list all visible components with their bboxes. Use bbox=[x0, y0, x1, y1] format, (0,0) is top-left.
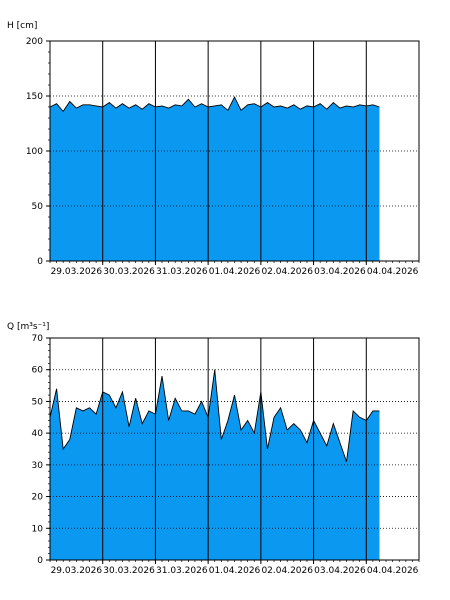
y-tick-label: 30 bbox=[32, 461, 44, 471]
series-area bbox=[50, 369, 380, 560]
series-line bbox=[49, 96, 380, 113]
x-tick-label: 31.03.2026 bbox=[156, 267, 208, 277]
y-tick-label: 40 bbox=[32, 429, 44, 439]
x-tick-label: 01.04.2026 bbox=[209, 566, 261, 576]
series-line bbox=[49, 369, 380, 462]
x-tick-label: 30.03.2026 bbox=[103, 566, 155, 576]
y-axis-label: Q [m³s⁻¹] bbox=[7, 322, 49, 332]
y-tick-label: 0 bbox=[37, 556, 43, 566]
plot-frame bbox=[49, 337, 420, 561]
water-level-chart: 0 50 100 150 200 29.03.2026 30.03.2026 31.03.20… bbox=[7, 21, 420, 277]
y-tick-label: 150 bbox=[26, 92, 43, 102]
x-tick-label: 04.04.2026 bbox=[367, 267, 419, 277]
y-tick-label: 60 bbox=[32, 366, 44, 376]
x-tick-label: 01.04.2026 bbox=[209, 267, 261, 277]
series-area bbox=[50, 97, 380, 261]
y-tick-label: 200 bbox=[26, 37, 43, 47]
y-tick-label: 10 bbox=[32, 524, 44, 534]
x-tick-label: 30.03.2026 bbox=[103, 267, 155, 277]
x-tick-label: 29.03.2026 bbox=[51, 566, 103, 576]
x-tick-label: 03.04.2026 bbox=[314, 267, 366, 277]
y-tick-label: 20 bbox=[32, 493, 44, 503]
y-axis-label: H [cm] bbox=[7, 21, 37, 31]
plot-frame bbox=[49, 40, 420, 262]
x-tick-label: 03.04.2026 bbox=[314, 566, 366, 576]
x-tick-label: 02.04.2026 bbox=[261, 566, 313, 576]
y-tick-label: 50 bbox=[32, 397, 44, 407]
x-tick-label: 29.03.2026 bbox=[51, 267, 103, 277]
y-tick-label: 0 bbox=[37, 257, 43, 267]
y-tick-label: 70 bbox=[32, 334, 44, 344]
discharge-chart: 0 10 20 30 40 50 60 70 29.03.2026 30.03.2026 31.03… bbox=[7, 322, 420, 576]
y-tick-label: 50 bbox=[32, 202, 44, 212]
y-tick-label: 100 bbox=[26, 147, 43, 157]
x-tick-label: 04.04.2026 bbox=[367, 566, 419, 576]
x-tick-label: 31.03.2026 bbox=[156, 566, 208, 576]
x-tick-label: 02.04.2026 bbox=[261, 267, 313, 277]
